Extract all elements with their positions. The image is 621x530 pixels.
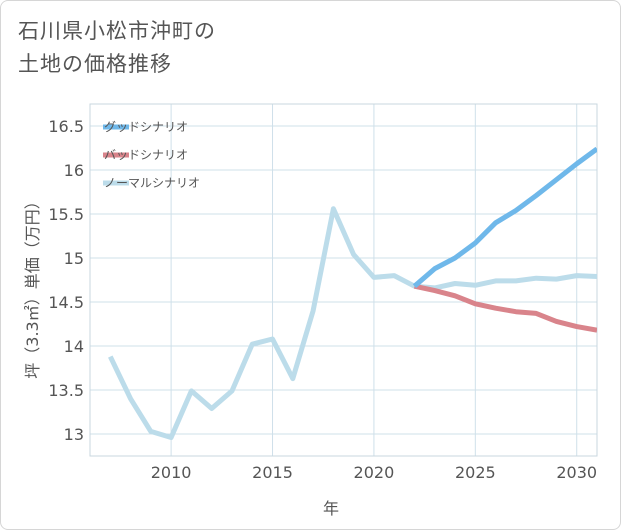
series-layer <box>108 146 597 440</box>
series-line-good <box>412 146 597 289</box>
x-tick-label-2020: 2020 <box>354 463 395 482</box>
y-tick-label-15: 15 <box>64 249 84 268</box>
y-tick-label-14-5: 14.5 <box>48 293 84 312</box>
series-line-bad <box>413 283 597 333</box>
chart-title: 石川県小松市沖町の 土地の価格推移 <box>18 15 216 81</box>
x-tick-label-2025: 2025 <box>455 463 496 482</box>
x-tick-label-2015: 2015 <box>252 463 293 482</box>
x-tick-label-2010: 2010 <box>151 463 192 482</box>
y-tick-label-13-5: 13.5 <box>48 381 84 400</box>
grid-lines <box>90 104 597 456</box>
chart-title-line-1: 石川県小松市沖町の <box>18 19 216 43</box>
y-tick-label-16-5: 16.5 <box>48 117 84 136</box>
y-tick-label-14: 14 <box>64 337 84 356</box>
y-tick-label-13: 13 <box>64 425 84 444</box>
chart-title-line-2: 土地の価格推移 <box>18 52 172 76</box>
x-tick-label-2030: 2030 <box>556 463 597 482</box>
legend-label-good: グッドシナリオ <box>104 120 188 134</box>
y-tick-label-15-5: 15.5 <box>48 205 84 224</box>
tick-labels: 2010 2015 2020 2025 2030 13 13.5 14 14.5 15 15.5 16… <box>48 117 597 482</box>
series-line-normal <box>108 206 597 440</box>
x-axis-label: 年 <box>323 499 339 518</box>
legend-label-normal: ノーマルシナリオ <box>104 176 200 190</box>
y-tick-label-16: 16 <box>64 161 84 180</box>
plot-area-frame <box>89 103 598 457</box>
y-axis-label: 坪（3.3㎡）単価（万円） <box>23 193 42 378</box>
legend-label-bad: バッドシナリオ <box>104 148 188 162</box>
